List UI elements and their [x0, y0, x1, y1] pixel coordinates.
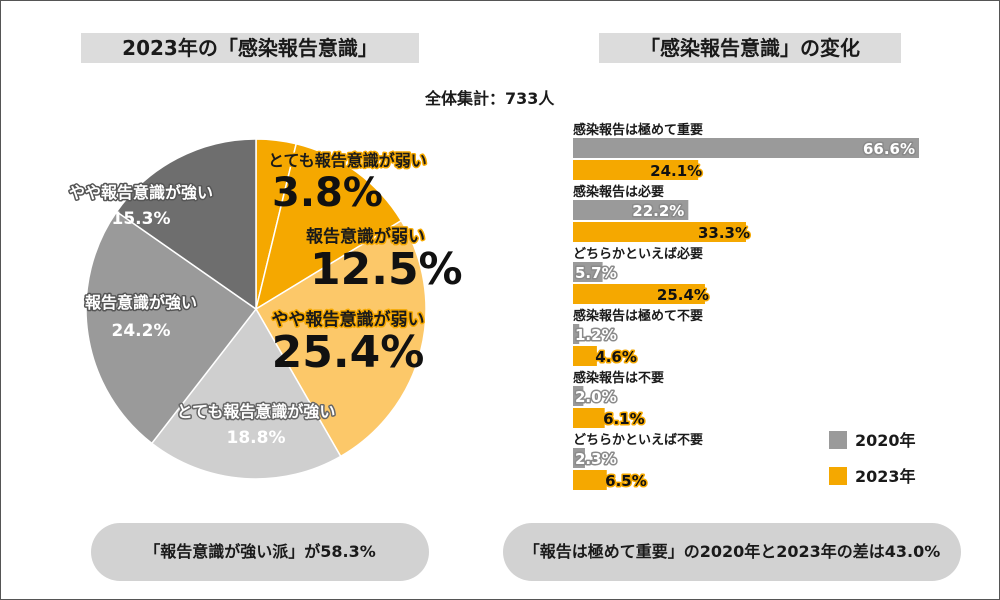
bar-2023: [573, 408, 605, 428]
bar-2023: [573, 284, 705, 304]
bar-2020: [573, 138, 919, 158]
pie-slice: [150, 307, 342, 480]
category-label: 感染報告は必要: [573, 184, 664, 200]
pie-slice: [254, 142, 403, 311]
bar-value-label: 2.3%: [575, 450, 617, 468]
footer-left-summary: 「報告意識が強い派」が58.3%: [91, 523, 429, 581]
bar-value-label: 22.2%: [632, 202, 684, 220]
legend-swatch-2020: [829, 431, 847, 449]
pie-slice-label: やや報告意識が弱い: [272, 309, 425, 330]
bar-2023: [573, 160, 699, 180]
category-label: 感染報告は不要: [573, 370, 664, 386]
left-title-band: [81, 33, 419, 63]
bar-value-label: 24.1%: [650, 162, 702, 180]
bar-value-label: 33.3%: [698, 224, 750, 242]
pie-slice-value: 3.8%: [272, 170, 383, 216]
category-label: 感染報告は極めて不要: [573, 308, 703, 324]
total-respondents: 全体集計：733人: [425, 89, 555, 108]
bar-value-label: 5.7%: [575, 264, 617, 282]
bar-2023: [573, 470, 607, 490]
pie-chart-title: 2023年の「感染報告意識」: [122, 36, 378, 60]
pie-slice-value: 12.5%: [310, 244, 463, 295]
bar-value-label: 1.2%: [575, 326, 617, 344]
pie-slice-label: とても報告意識が弱い: [268, 151, 427, 170]
bar-2023: [573, 222, 746, 242]
pie-slice-value: 25.4%: [272, 327, 425, 378]
category-label: どちらかといえば必要: [573, 246, 703, 262]
pie-slice-label: やや報告意識が強い: [69, 183, 213, 202]
bar-2023: [573, 346, 597, 366]
pie-slice-label: 報告意識が弱い: [306, 226, 425, 247]
bar-value-label: 25.4%: [657, 286, 709, 304]
legend-swatch-2023: [829, 467, 847, 485]
bar-2020: [573, 386, 584, 406]
bar-2020: [573, 262, 603, 282]
bar-2020: [573, 448, 585, 468]
bar-value-label: 4.6%: [595, 348, 637, 366]
bar-value-label: 6.1%: [603, 410, 645, 428]
pie-slice-label: 報告意識が強い: [85, 293, 197, 312]
right-title-band: [599, 33, 901, 63]
pie-slice-value: 18.8%: [227, 428, 286, 448]
pie-slice-value: 15.3%: [112, 209, 171, 229]
bar-chart: 感染報告は極めて重要 66.6% 24.1% 感染報告は必要 22.2% 33.3% どちら…: [573, 122, 919, 492]
bar-value-label: 66.6%: [863, 140, 915, 158]
bar-chart-title: 「感染報告意識」の変化: [640, 36, 860, 60]
pie-slice: [85, 210, 258, 445]
legend-label: 2020年: [855, 431, 916, 450]
pie-slice-value: 24.2%: [112, 321, 171, 341]
pie-slice: [254, 219, 427, 458]
legend-label: 2023年: [855, 467, 916, 486]
footer-right-summary: 「報告は極めて重要」の2020年と2023年の差は43.0%: [503, 523, 961, 581]
bar-2020: [573, 324, 580, 344]
bar-value-label: 6.5%: [605, 472, 647, 490]
bar-2020: [573, 200, 689, 220]
pie-slice-label: とても報告意識が強い: [177, 402, 336, 421]
pie-slice: [115, 138, 257, 311]
category-label: 感染報告は極めて重要: [573, 122, 703, 138]
bar-value-label: 2.0%: [575, 388, 617, 406]
category-label: どちらかといえば不要: [573, 433, 703, 448]
